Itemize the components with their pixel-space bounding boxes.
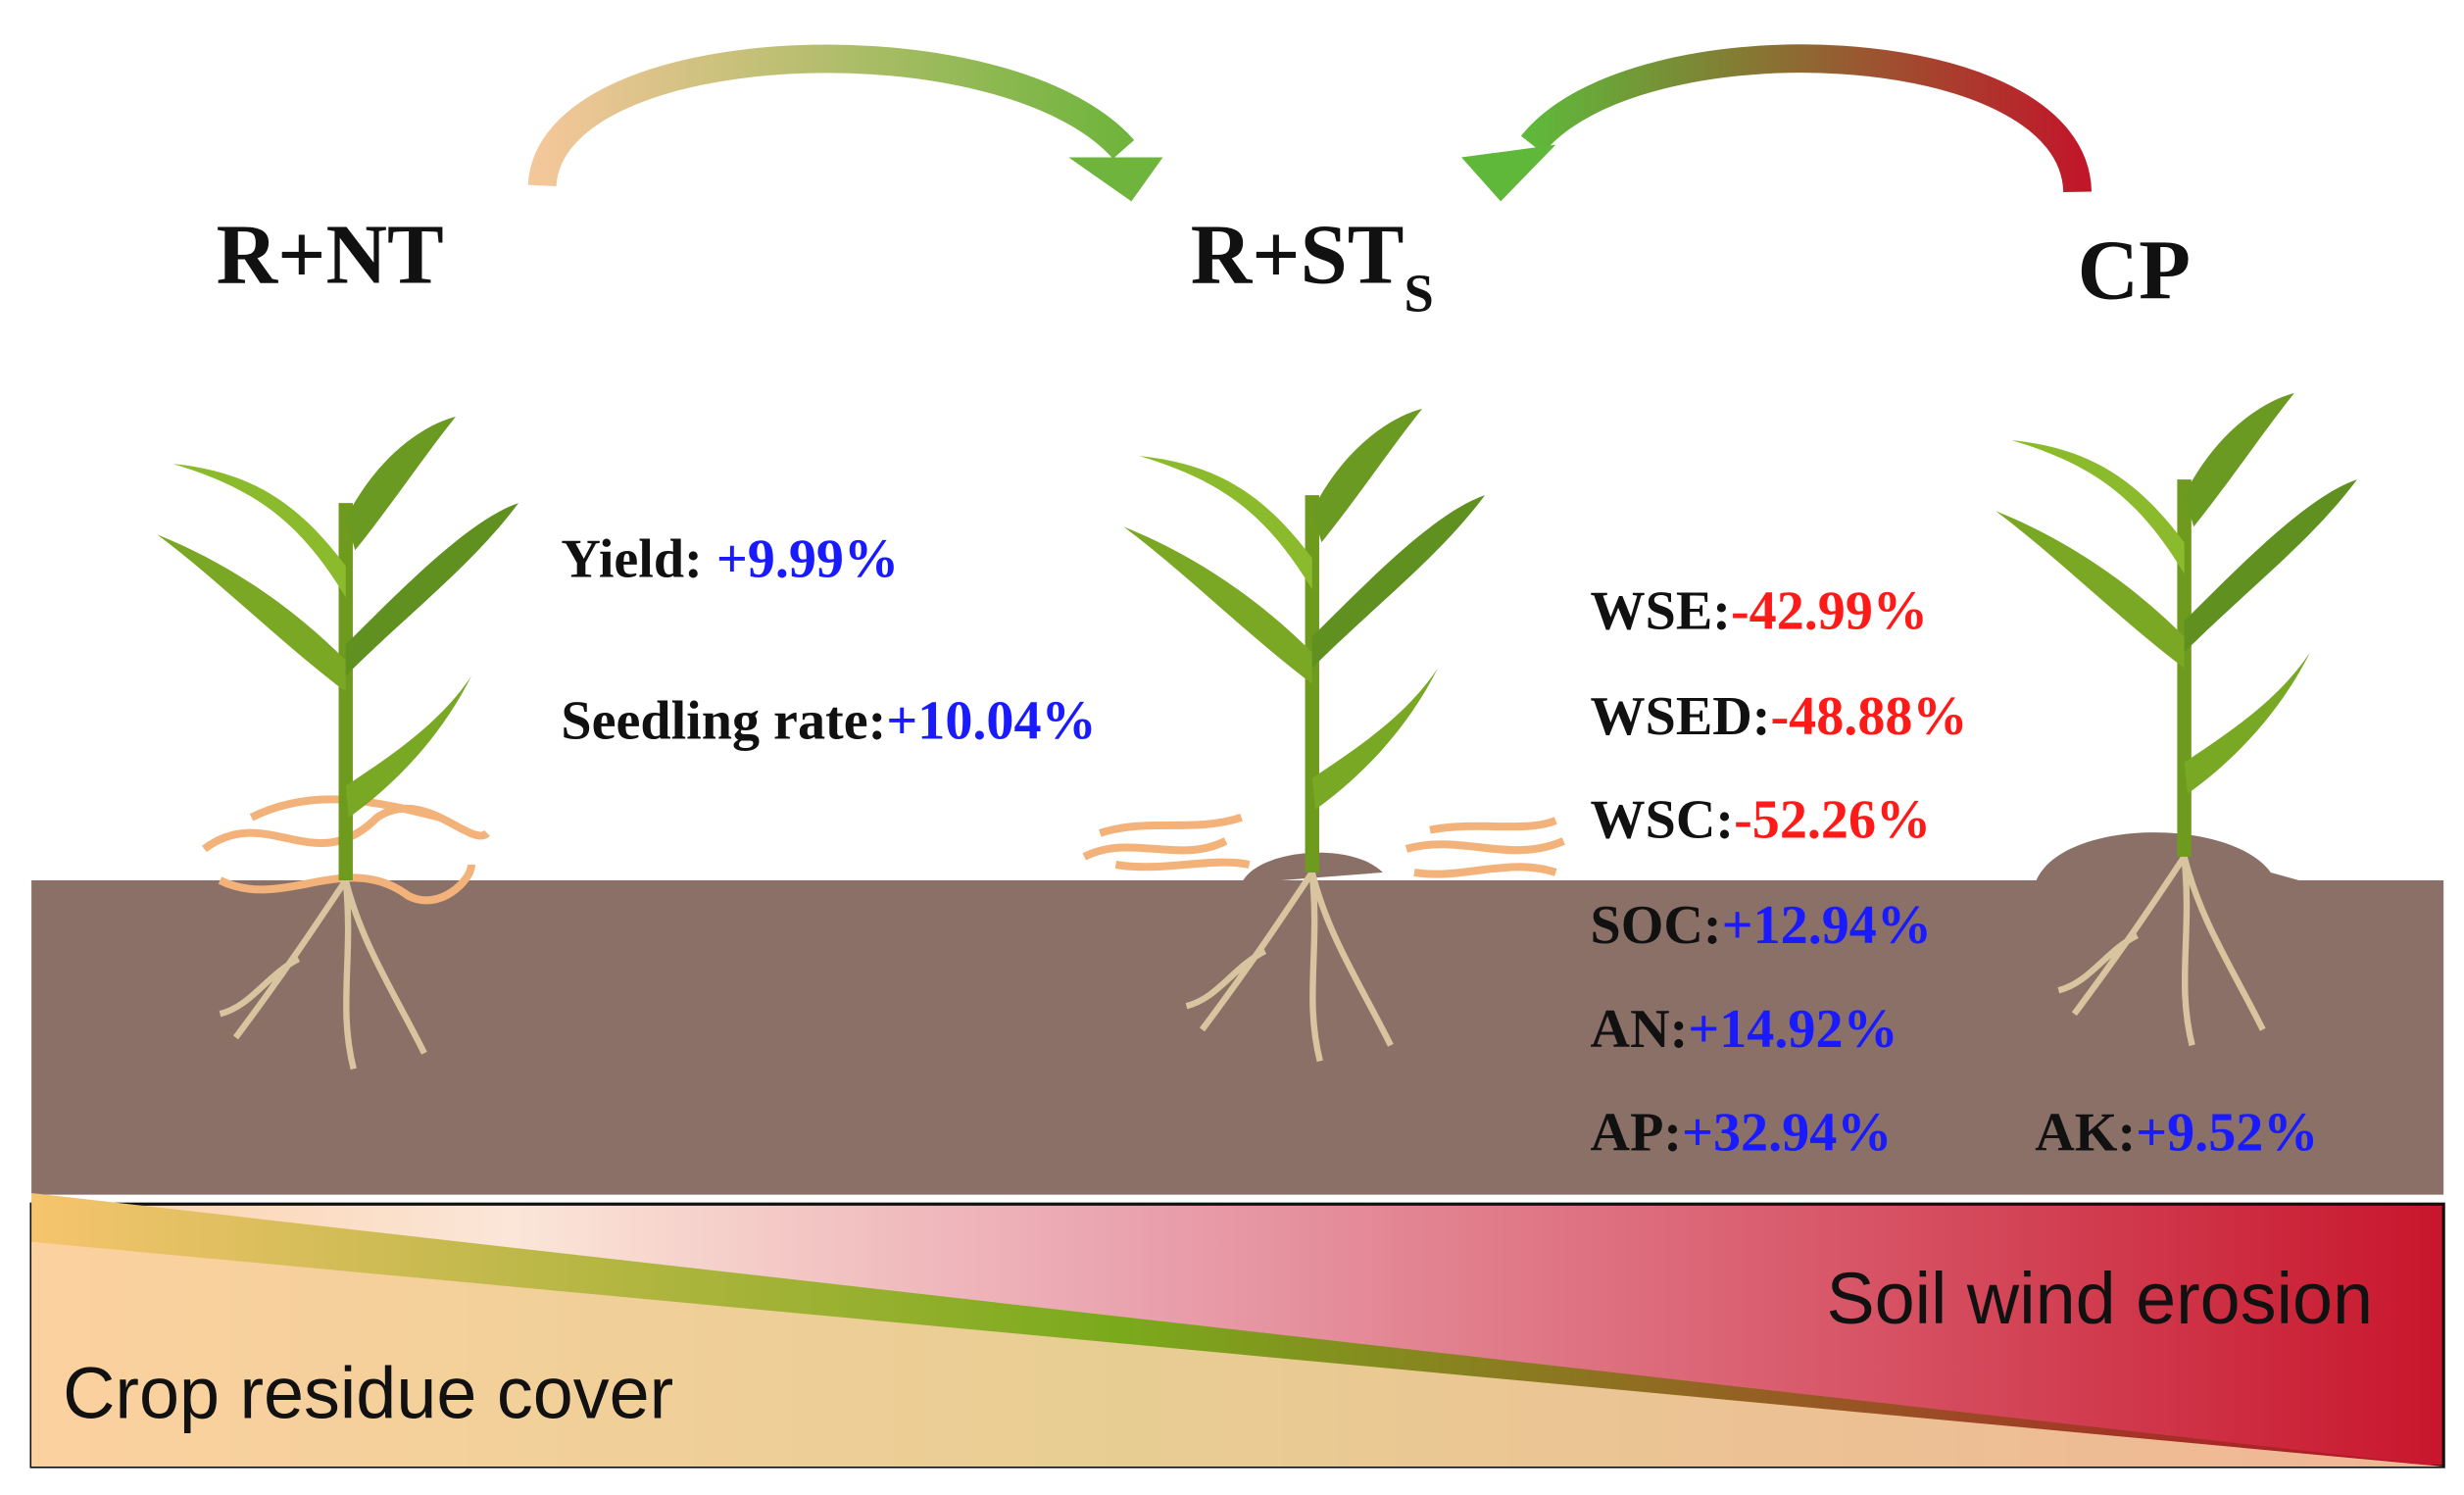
soil bbox=[31, 879, 2444, 1195]
arrow bbox=[1520, 44, 2093, 193]
treatment-label: CP bbox=[2078, 224, 2191, 318]
treatment-label: R+NT bbox=[217, 208, 444, 302]
metric: WSE:-42.99% bbox=[1591, 580, 1928, 641]
metric: WSC:-52.26% bbox=[1591, 790, 1932, 851]
bar-label: Soil wind erosion bbox=[1826, 1258, 2373, 1339]
bar-label: Crop residue cover bbox=[63, 1352, 673, 1433]
wedge-fill bbox=[31, 1241, 2444, 1468]
metric: AN:+14.92% bbox=[1591, 999, 1898, 1060]
metric: WSED:-48.88% bbox=[1591, 686, 1968, 747]
metric: AP:+32.94% bbox=[1591, 1103, 1893, 1164]
arrow bbox=[527, 44, 1135, 188]
metric: Yield: +9.99% bbox=[561, 529, 899, 590]
residue bbox=[202, 795, 1565, 905]
arrow-head bbox=[1068, 157, 1163, 202]
ridge bbox=[2035, 832, 2310, 884]
metric: AK:+9.52% bbox=[2035, 1103, 2318, 1164]
metric: Seedling rate:+10.04% bbox=[561, 691, 1096, 752]
metric: SOC:+12.94% bbox=[1591, 895, 1932, 956]
treatment-label: R+STS bbox=[1191, 208, 1434, 324]
arrow-head bbox=[1461, 144, 1556, 202]
